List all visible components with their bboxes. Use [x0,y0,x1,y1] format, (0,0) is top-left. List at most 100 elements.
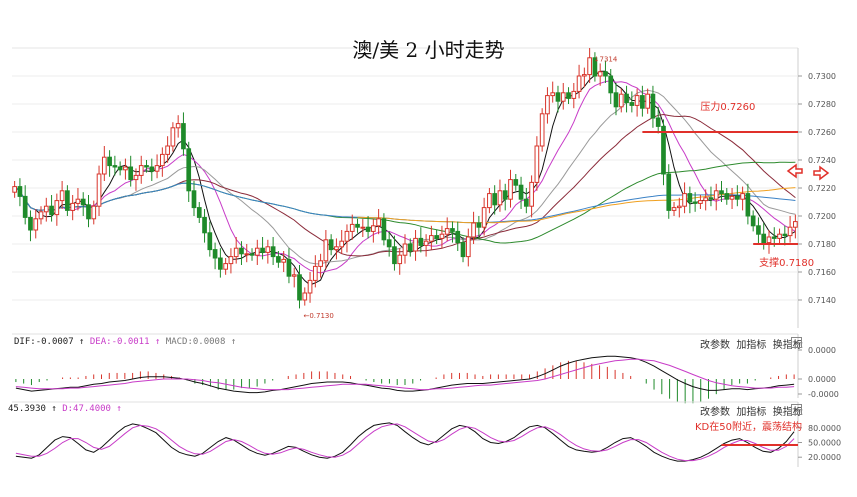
kd-toolbar: 改参数 加指标 换指标 [700,403,803,418]
ma-line-orange [357,187,796,224]
high-price-label: ↓7314 [594,55,618,63]
y-tick-label: 0.7140 [808,296,836,305]
candle [413,237,418,252]
candle [59,190,65,202]
candle [502,190,508,200]
add-indicator-button[interactable]: 加指标 [736,340,767,351]
candle [666,173,672,211]
support-label: 支撑0.7180 [759,256,814,269]
candle [260,247,265,253]
macd-pane: 0.0000 0.0000 -0.0000 [12,333,839,404]
candle [402,243,408,256]
candle [508,179,513,200]
candle [144,165,149,168]
candle [355,223,360,228]
candle [212,249,218,259]
candle [429,235,434,242]
candle [191,190,197,209]
candle [323,239,329,262]
candle [297,274,302,301]
candle [318,260,323,267]
candle [645,93,651,109]
candle [239,247,244,255]
candle [101,156,107,175]
candle [407,243,413,252]
macd-header: DIF:-0.0007 ↑ DEA:-0.0011 ↑ MACD:0.0008 … [14,337,236,347]
candle [423,240,429,246]
candle [270,246,276,258]
macd-close-icon[interactable]: × [791,337,802,348]
edit-params-button[interactable]: 改参数 [700,340,730,351]
candle [476,222,482,228]
candle [687,193,693,203]
candle [676,205,682,209]
candle [244,253,250,256]
candle [439,233,445,239]
candle [249,253,255,256]
candle [117,166,123,171]
candle [149,166,155,172]
candle [793,221,798,228]
candle [170,127,176,147]
y-tick-label: 0.7260 [808,128,836,137]
dea-value: -0.0011 [111,337,150,347]
candle [181,123,186,150]
candle [571,90,577,99]
candle [138,165,144,176]
candle [22,195,28,218]
y-tick-label: 80.0000 [808,424,841,433]
left-arrow-icon [786,163,803,179]
candle [777,233,782,239]
candle [107,156,112,167]
up-arrow-icon: ↑ [51,404,57,414]
candle [165,145,170,155]
candle [360,226,366,229]
candle [344,230,350,242]
candle [28,216,33,231]
k-value: 45.3930 [8,404,46,414]
candle [550,92,556,97]
candle [555,92,561,102]
kd-close-icon[interactable]: × [791,404,802,415]
candle [207,232,213,251]
y-tick-label: 0.7240 [808,156,836,165]
candle [265,246,271,253]
candle [618,93,624,108]
candle [175,123,181,129]
candle [281,258,287,263]
candle [582,74,587,77]
candle [513,179,519,186]
candle [302,292,308,301]
candle [381,218,387,241]
candle [782,233,788,237]
y-tick-label: 20.0000 [808,453,841,462]
candle [455,230,461,244]
edit-params-button[interactable]: 改参数 [700,407,730,418]
add-indicator-button[interactable]: 加指标 [736,407,767,418]
candle [96,173,102,207]
candle [17,186,23,197]
candle [671,207,677,211]
candle [481,207,487,228]
k-line [15,422,795,462]
right-arrow-icon [813,165,830,181]
candle [444,228,450,235]
switch-indicator-button[interactable]: 换指标 [772,340,803,351]
up-arrow-icon: ↑ [116,404,122,414]
candle [523,198,529,207]
y-tick-label: 0.7180 [808,240,836,249]
candle [365,226,371,232]
y-tick-label: 0.0000 [808,375,836,384]
macd-label: MACD: [165,337,193,347]
candle [761,233,767,244]
candle [560,92,566,102]
candle [608,75,614,94]
up-arrow-icon: ↑ [79,337,85,347]
candle [12,186,17,193]
candle [228,256,234,265]
switch-indicator-button[interactable]: 换指标 [772,407,803,418]
macd-value: 0.0008 [192,337,226,347]
macd-toolbar: 改参数 加指标 换指标 [700,336,803,351]
candle [392,246,397,265]
